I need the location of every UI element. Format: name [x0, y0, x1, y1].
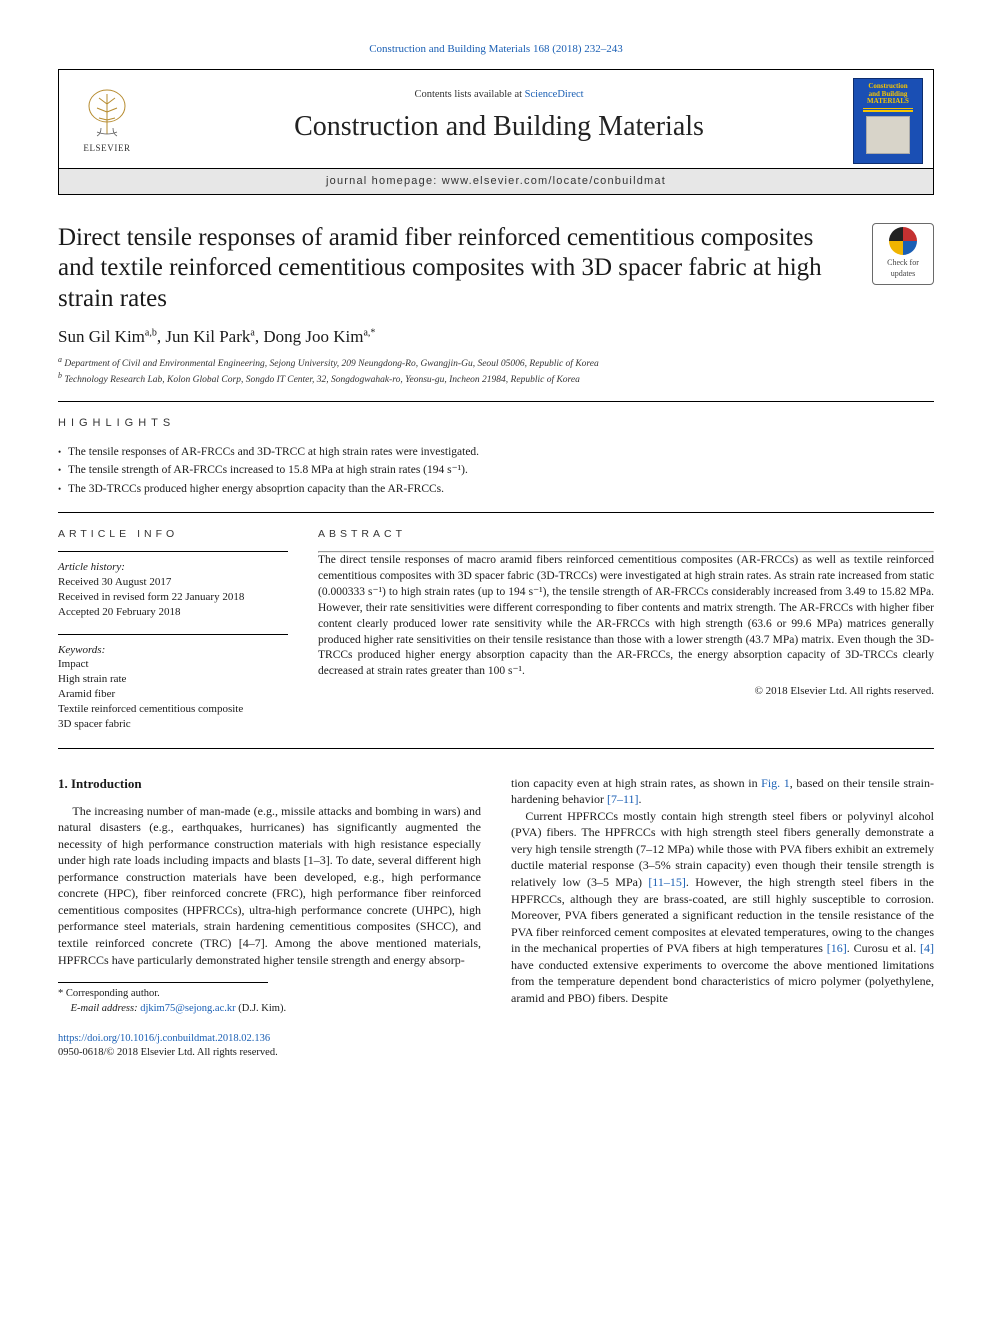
- body-text-span: have conducted extensive experiments to …: [511, 958, 934, 1005]
- journal-homepage-bar: journal homepage: www.elsevier.com/locat…: [59, 168, 933, 195]
- sciencedirect-link[interactable]: ScienceDirect: [525, 89, 584, 100]
- journal-cover-tile: Construction and Building MATERIALS: [853, 78, 923, 164]
- abstract-text: The direct tensile responses of macro ar…: [318, 553, 934, 680]
- elsevier-wordmark: ELSEVIER: [83, 142, 130, 154]
- email-link[interactable]: djkim75@sejong.ac.kr: [140, 1003, 235, 1014]
- keyword: Impact: [58, 657, 288, 672]
- crossmark-icon: [889, 227, 917, 255]
- highlights-heading: highlights: [58, 416, 934, 431]
- article-info-heading: article info: [58, 527, 288, 541]
- body-paragraph: tion capacity even at high strain rates,…: [511, 775, 934, 808]
- keyword: 3D spacer fabric: [58, 717, 288, 732]
- divider: [58, 748, 934, 749]
- keyword: High strain rate: [58, 672, 288, 687]
- divider: [58, 551, 288, 552]
- keyword: Textile reinforced cementitious composit…: [58, 702, 288, 717]
- citation-ref-link[interactable]: [4]: [920, 941, 934, 955]
- citation-link[interactable]: Construction and Building Materials 168 …: [369, 43, 623, 55]
- highlight-item: The tensile responses of AR-FRCCs and 3D…: [58, 443, 934, 461]
- divider: [58, 634, 288, 635]
- highlights-list: The tensile responses of AR-FRCCs and 3D…: [58, 443, 934, 498]
- doi-block: https://doi.org/10.1016/j.conbuildmat.20…: [58, 1032, 481, 1059]
- body-text-span: tion capacity even at high strain rates,…: [511, 776, 761, 790]
- check-updates-badge[interactable]: Check for updates: [872, 223, 934, 285]
- history-line: Received 30 August 2017: [58, 575, 288, 590]
- citation-ref-link[interactable]: [11–15]: [648, 875, 686, 889]
- highlight-item: The 3D-TRCCs produced higher energy abso…: [58, 480, 934, 498]
- author-list: Sun Gil Kima,b, Jun Kil Parka, Dong Joo …: [58, 326, 934, 349]
- journal-header-box: ELSEVIER Contents lists available at Sci…: [58, 69, 934, 195]
- author-1: Sun Gil Kim: [58, 327, 145, 346]
- body-text-span: .: [639, 792, 642, 806]
- email-suffix: (D.J. Kim).: [236, 1003, 286, 1014]
- history-heading: Article history:: [58, 560, 288, 575]
- cover-title-line3: MATERIALS: [867, 97, 909, 105]
- email-line: E-mail address: djkim75@sejong.ac.kr (D.…: [58, 1002, 481, 1016]
- doi-link[interactable]: https://doi.org/10.1016/j.conbuildmat.20…: [58, 1033, 270, 1044]
- cover-thumbnail: [866, 116, 910, 154]
- history-line: Received in revised form 22 January 2018: [58, 590, 288, 605]
- article-title: Direct tensile responses of aramid fiber…: [58, 223, 854, 315]
- author-sep-1: , Jun Kil Park: [157, 327, 251, 346]
- journal-name: Construction and Building Materials: [145, 108, 853, 146]
- contents-prefix: Contents lists available at: [414, 89, 524, 100]
- abstract-heading: abstract: [318, 527, 934, 541]
- keywords-heading: Keywords:: [58, 643, 288, 658]
- check-updates-line2: updates: [891, 269, 915, 280]
- history-line: Accepted 20 February 2018: [58, 605, 288, 620]
- affiliation-a: Department of Civil and Environmental En…: [64, 359, 598, 369]
- divider: [58, 512, 934, 513]
- keyword: Aramid fiber: [58, 687, 288, 702]
- issn-copyright-line: 0950-0618/© 2018 Elsevier Ltd. All right…: [58, 1047, 278, 1058]
- author-sep-2: , Dong Joo Kim: [255, 327, 364, 346]
- abstract-column: abstract The direct tensile responses of…: [318, 527, 934, 732]
- abstract-copyright: © 2018 Elsevier Ltd. All rights reserved…: [318, 684, 934, 699]
- section-heading: 1. Introduction: [58, 775, 481, 793]
- footnote-rule: [58, 982, 268, 983]
- citation-line: Construction and Building Materials 168 …: [58, 42, 934, 57]
- author-1-affil: a,b: [145, 328, 157, 339]
- elsevier-logo: ELSEVIER: [69, 88, 145, 154]
- body-text-span: . Curosu et al.: [847, 941, 920, 955]
- body-column-left: 1. Introduction The increasing number of…: [58, 775, 481, 1060]
- affiliation-b: Technology Research Lab, Kolon Global Co…: [64, 375, 580, 385]
- elsevier-tree-icon: [83, 88, 131, 140]
- highlight-item: The tensile strength of AR-FRCCs increas…: [58, 461, 934, 479]
- corresponding-author-note: * Corresponding author.: [58, 987, 481, 1001]
- contents-available-line: Contents lists available at ScienceDirec…: [145, 88, 853, 102]
- affiliations: a Department of Civil and Environmental …: [58, 355, 934, 387]
- body-column-right: tion capacity even at high strain rates,…: [511, 775, 934, 1060]
- author-3-affil: a,*: [363, 328, 375, 339]
- body-paragraph: Current HPFRCCs mostly contain high stre…: [511, 808, 934, 1007]
- article-info-column: article info Article history: Received 3…: [58, 527, 288, 732]
- email-label: E-mail address:: [71, 1003, 141, 1014]
- divider: [58, 401, 934, 402]
- citation-ref-link[interactable]: [16]: [827, 941, 847, 955]
- check-updates-line1: Check for: [887, 258, 919, 269]
- figure-ref-link[interactable]: Fig. 1: [761, 776, 790, 790]
- citation-ref-link[interactable]: [7–11]: [607, 792, 639, 806]
- body-two-columns: 1. Introduction The increasing number of…: [58, 775, 934, 1060]
- body-paragraph: The increasing number of man-made (e.g.,…: [58, 803, 481, 968]
